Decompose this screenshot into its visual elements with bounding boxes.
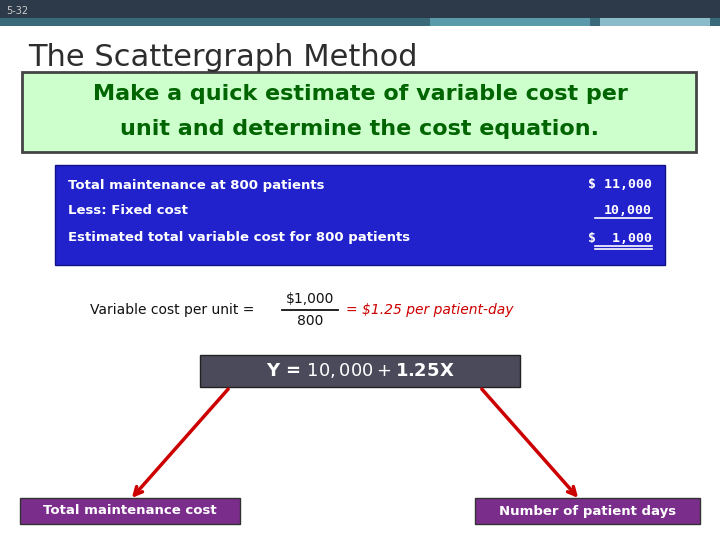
- Text: Estimated total variable cost for 800 patients: Estimated total variable cost for 800 pa…: [68, 232, 410, 245]
- Text: 5-32: 5-32: [6, 6, 28, 16]
- Text: Total maintenance at 800 patients: Total maintenance at 800 patients: [68, 179, 325, 192]
- Text: Less: Fixed cost: Less: Fixed cost: [68, 204, 188, 217]
- Text: $1,000: $1,000: [286, 292, 334, 306]
- Text: 10,000: 10,000: [604, 204, 652, 217]
- FancyBboxPatch shape: [475, 498, 700, 524]
- FancyBboxPatch shape: [430, 18, 590, 26]
- Text: $ 11,000: $ 11,000: [588, 179, 652, 192]
- Text: Variable cost per unit =: Variable cost per unit =: [90, 303, 258, 317]
- Text: = $1.25 per patient-day: = $1.25 per patient-day: [346, 303, 513, 317]
- FancyBboxPatch shape: [0, 18, 720, 26]
- Text: Make a quick estimate of variable cost per: Make a quick estimate of variable cost p…: [93, 84, 627, 104]
- Text: $  1,000: $ 1,000: [588, 232, 652, 245]
- FancyBboxPatch shape: [22, 72, 696, 152]
- FancyBboxPatch shape: [600, 18, 710, 26]
- FancyBboxPatch shape: [200, 355, 520, 387]
- Text: Total maintenance cost: Total maintenance cost: [43, 504, 217, 517]
- Text: unit and determine the cost equation.: unit and determine the cost equation.: [120, 119, 600, 139]
- FancyBboxPatch shape: [55, 165, 665, 265]
- FancyBboxPatch shape: [0, 0, 720, 18]
- Text: Y = $10,000 + $1.25X: Y = $10,000 + $1.25X: [266, 361, 454, 381]
- Text: 800: 800: [297, 314, 323, 328]
- FancyBboxPatch shape: [20, 498, 240, 524]
- Text: The Scattergraph Method: The Scattergraph Method: [28, 44, 418, 72]
- Text: Number of patient days: Number of patient days: [499, 504, 676, 517]
